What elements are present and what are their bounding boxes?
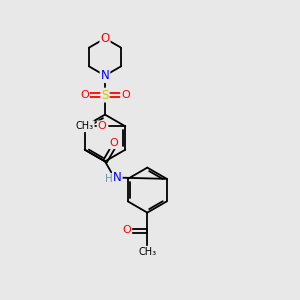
Text: O: O (109, 138, 118, 148)
Text: O: O (100, 32, 109, 45)
Text: N: N (100, 69, 109, 82)
Text: O: O (121, 90, 130, 100)
Text: H: H (105, 174, 113, 184)
Text: O: O (122, 225, 131, 235)
Text: O: O (98, 121, 106, 131)
Text: N: N (113, 171, 122, 184)
Text: S: S (101, 88, 109, 102)
Text: CH₃: CH₃ (138, 247, 156, 256)
Text: CH₃: CH₃ (76, 121, 94, 131)
Text: O: O (80, 90, 89, 100)
